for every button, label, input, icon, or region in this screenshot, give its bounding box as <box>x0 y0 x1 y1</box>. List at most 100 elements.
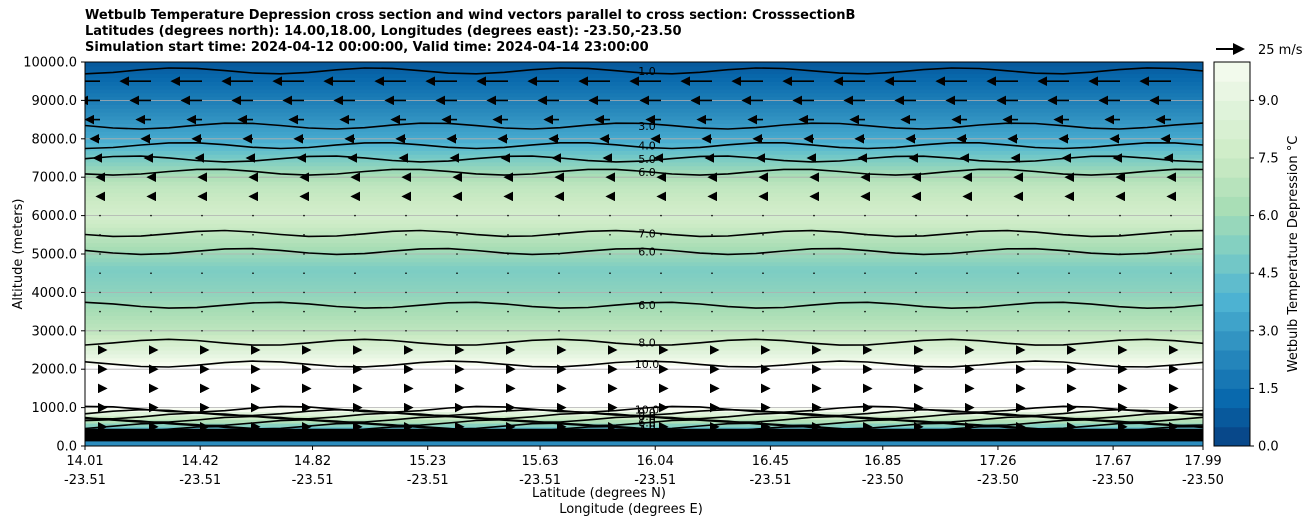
band <box>85 181 1203 186</box>
wind-vector <box>1068 272 1070 275</box>
band <box>85 365 1203 370</box>
band <box>85 292 1203 297</box>
colorbar-segment <box>1214 215 1250 236</box>
band <box>85 346 1203 351</box>
x-tick-label-lon: -23.50 <box>1182 473 1224 488</box>
wind-vector <box>405 330 407 332</box>
band <box>85 65 1203 71</box>
colorbar-segment <box>1214 119 1250 140</box>
wind-vector <box>252 310 254 313</box>
wind-vector <box>711 330 713 332</box>
wind-vector <box>1017 310 1019 313</box>
band <box>85 108 1203 113</box>
wind-vector <box>966 310 968 313</box>
wind-vector <box>456 310 458 313</box>
wind-vector <box>1119 234 1121 236</box>
wind-vector <box>99 310 101 313</box>
colorbar: 0.0 1.5 3.0 4.5 6.0 7.5 9.0 Wetbulb Temperatur… <box>1213 61 1301 455</box>
band <box>85 330 1203 336</box>
contour-label: 6.0 <box>638 245 656 258</box>
wind-vector <box>813 310 815 313</box>
wind-vector <box>558 214 560 217</box>
band <box>85 207 1203 213</box>
band <box>85 296 1203 301</box>
wind-vector <box>1068 310 1070 313</box>
wind-vector <box>507 214 509 217</box>
wind-vector <box>201 253 203 255</box>
wind-vector <box>1170 214 1172 217</box>
band <box>85 288 1203 293</box>
wind-vector <box>762 291 764 294</box>
wind-vector <box>405 253 407 255</box>
contour-label: 10.0 <box>635 358 660 371</box>
wind-vector <box>864 234 866 236</box>
band <box>85 62 1203 67</box>
y-tick-label: 0.0 <box>56 440 77 455</box>
wind-vector <box>864 291 866 294</box>
x-tick-label-lon: -23.51 <box>749 473 791 488</box>
colorbar-segment <box>1214 388 1250 409</box>
band <box>85 123 1203 128</box>
wind-key: 25 m/s <box>1216 43 1303 58</box>
wind-vector <box>966 272 968 275</box>
wind-vector <box>99 291 101 294</box>
wind-vector <box>1017 330 1019 332</box>
wind-vector <box>966 234 968 236</box>
wind-vector <box>609 272 611 275</box>
band <box>85 196 1203 201</box>
wind-vector <box>150 253 152 255</box>
wind-vector <box>660 310 662 313</box>
colorbar-segment <box>1214 234 1250 255</box>
wind-vector <box>558 272 560 275</box>
band <box>85 319 1203 324</box>
wind-vector <box>303 234 305 236</box>
band <box>85 192 1203 197</box>
band <box>85 81 1203 86</box>
contour-line <box>85 360 1203 368</box>
colorbar-segment <box>1214 100 1250 121</box>
title-line-3: Simulation start time: 2024-04-12 00:00:… <box>85 40 649 55</box>
x-tick-label-lat: 16.85 <box>864 454 901 469</box>
wind-vector <box>507 272 509 275</box>
x-tick-label-lon: -23.51 <box>179 473 221 488</box>
colorbar-gradient <box>1214 62 1250 447</box>
wind-vector <box>99 234 101 236</box>
wind-vector <box>660 330 662 332</box>
wind-vector <box>252 330 254 332</box>
wind-vector <box>558 253 560 255</box>
band <box>85 234 1203 240</box>
band <box>85 158 1203 163</box>
colorbar-tick-label: 0.0 <box>1258 440 1279 455</box>
wind-vector <box>150 272 152 275</box>
x-tick-label-lon: -23.51 <box>407 473 449 488</box>
wind-vector <box>660 234 662 236</box>
band <box>85 219 1203 224</box>
x-tick-label-lat: 17.26 <box>979 454 1016 469</box>
x-tick-label-lon: -23.51 <box>634 473 676 488</box>
wind-vector <box>915 253 917 255</box>
wind-vector <box>813 291 815 294</box>
band <box>85 165 1203 171</box>
contour-label: 7.0 <box>638 413 656 426</box>
wind-vector <box>1170 291 1172 294</box>
wind-vector <box>864 272 866 275</box>
plot-area: 1.03.03.04.04.05.05.06.06.06.06.07.07.08… <box>84 61 1204 447</box>
wind-vector <box>354 272 356 275</box>
wind-vector <box>1119 291 1121 294</box>
contour-label: 4.0 <box>638 140 656 153</box>
wind-vector <box>966 214 968 217</box>
wind-vector <box>660 272 662 275</box>
wind-vector <box>252 253 254 255</box>
wind-vector <box>813 253 815 255</box>
band <box>85 227 1203 232</box>
wind-vector <box>966 291 968 294</box>
colorbar-tick-label: 1.5 <box>1258 382 1279 397</box>
band <box>85 92 1203 98</box>
band <box>85 315 1203 320</box>
contour-line <box>85 408 1203 417</box>
contour-line <box>85 247 1203 256</box>
wind-vector <box>864 330 866 332</box>
colorbar-tick-label: 6.0 <box>1258 209 1279 224</box>
wind-vector <box>201 310 203 313</box>
